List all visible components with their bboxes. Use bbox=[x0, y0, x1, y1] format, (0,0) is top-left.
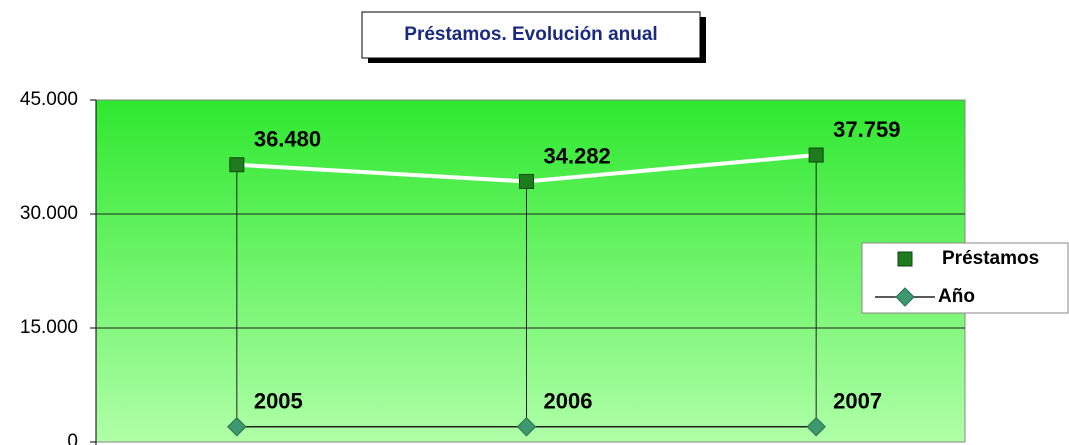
data-point bbox=[229, 157, 245, 173]
data-point bbox=[519, 173, 534, 189]
legend-marker bbox=[897, 251, 913, 267]
data-label: 2007 bbox=[833, 389, 882, 414]
data-point bbox=[227, 417, 247, 437]
data-point bbox=[806, 417, 826, 437]
data-label: 2006 bbox=[544, 389, 593, 414]
y-tick-label: 15.000 bbox=[20, 317, 78, 338]
legend-label: Préstamos bbox=[942, 248, 1039, 269]
legend-label: Año bbox=[938, 286, 975, 307]
data-label: 34.282 bbox=[544, 143, 611, 168]
data-point bbox=[516, 417, 537, 437]
legend-box bbox=[861, 242, 1069, 314]
data-point bbox=[808, 147, 824, 163]
title-box bbox=[361, 11, 701, 59]
y-tick-label: 0 bbox=[67, 431, 78, 445]
y-tick-label: 45.000 bbox=[20, 89, 78, 110]
data-label: 37.759 bbox=[833, 117, 900, 142]
data-label: 2005 bbox=[254, 389, 303, 414]
chart-title: Préstamos. Evolución anual bbox=[404, 24, 657, 45]
data-label: 36.480 bbox=[254, 127, 321, 152]
legend-marker bbox=[895, 287, 915, 307]
y-tick-label: 30.000 bbox=[20, 203, 78, 224]
